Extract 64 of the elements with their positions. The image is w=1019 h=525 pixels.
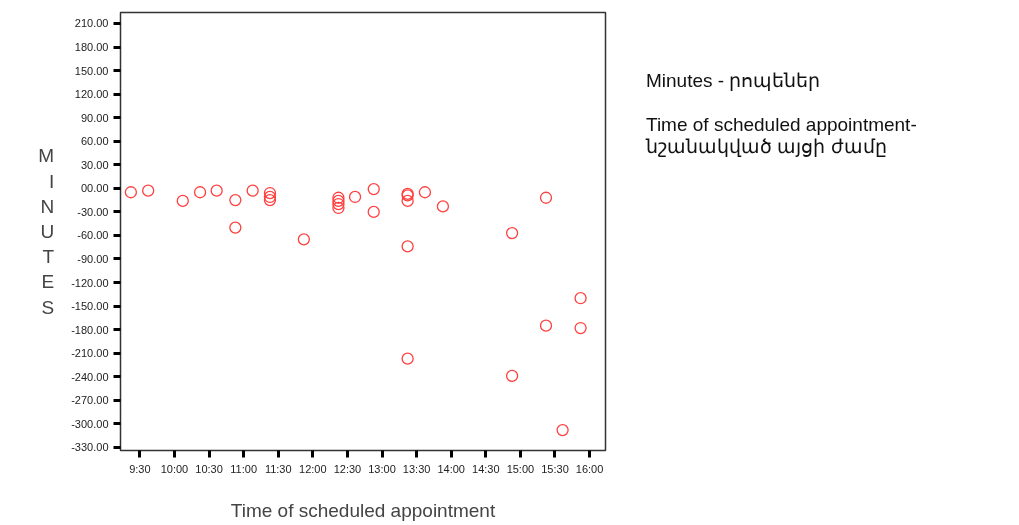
y-tick-label: -210.00 <box>71 347 109 360</box>
x-tick-label: 14:00 <box>437 462 465 475</box>
y-tick-label: 30.00 <box>80 158 109 171</box>
x-tick-label: 12:00 <box>299 462 327 475</box>
x-tick-label: 10:00 <box>160 462 189 475</box>
y-tick-label: -240.00 <box>71 370 109 383</box>
x-tick-label: 15:30 <box>541 462 569 475</box>
point <box>176 194 189 208</box>
point <box>210 184 223 197</box>
y-tick-label: 180.00 <box>74 41 109 54</box>
y-tick-label: -330.00 <box>71 441 109 454</box>
x-tick-label: 13:00 <box>368 462 396 475</box>
point <box>246 184 259 197</box>
y-tick-label: 90.00 <box>80 111 109 124</box>
y-tick-label: 00.00 <box>80 182 109 195</box>
point <box>367 205 380 219</box>
y-tick-label: -120.00 <box>71 276 109 289</box>
point <box>348 190 362 204</box>
point <box>556 423 569 437</box>
y-tick-label: -180.00 <box>71 323 109 336</box>
point <box>229 193 242 207</box>
point <box>436 200 450 213</box>
point <box>401 194 414 208</box>
y-tick-label: 60.00 <box>80 135 109 148</box>
x-tick-label: 11:00 <box>230 462 258 475</box>
point <box>193 186 207 199</box>
point <box>505 369 519 383</box>
point <box>505 226 519 240</box>
point <box>124 186 138 199</box>
x-tick-label: 13:30 <box>402 462 431 475</box>
x-tick-label: 14:30 <box>472 462 500 475</box>
y-tick-label: -60.00 <box>77 229 109 242</box>
y-tick-label: -270.00 <box>71 394 109 407</box>
point <box>229 221 242 234</box>
x-axis-title: Time of scheduled appointment <box>230 499 496 521</box>
point <box>539 191 553 204</box>
y-tick-label: -30.00 <box>77 205 109 218</box>
x-tick-label: 16:00 <box>575 462 604 475</box>
y-tick-label: 150.00 <box>74 64 109 77</box>
x-tick-label: 11:30 <box>264 462 292 475</box>
y-axis-title: MINUTES <box>38 145 55 318</box>
x-tick-label: 15:00 <box>506 462 535 475</box>
y-tick-label: -300.00 <box>71 417 109 430</box>
point <box>539 319 553 332</box>
y-tick-label: -90.00 <box>77 252 109 265</box>
y-tick-label: 120.00 <box>74 88 109 101</box>
point <box>332 201 345 215</box>
x-tick-label: 10:30 <box>195 462 223 475</box>
point <box>263 186 277 200</box>
x-tick-label: 12:30 <box>333 462 362 475</box>
x-tick-label: 9:30 <box>129 462 151 475</box>
point <box>574 292 587 305</box>
text: Minutes - րոպեներ <box>646 70 822 92</box>
point <box>142 184 155 197</box>
y-tick-label: 210.00 <box>74 17 109 30</box>
point <box>297 233 310 246</box>
y-tick-label: -150.00 <box>71 300 109 313</box>
point <box>574 321 587 335</box>
point <box>401 240 414 253</box>
point <box>332 191 345 204</box>
point <box>367 182 380 196</box>
point <box>418 186 432 199</box>
point <box>401 352 414 365</box>
text: Time of scheduled appointment- նշանակված այցի ժամը <box>646 113 918 158</box>
